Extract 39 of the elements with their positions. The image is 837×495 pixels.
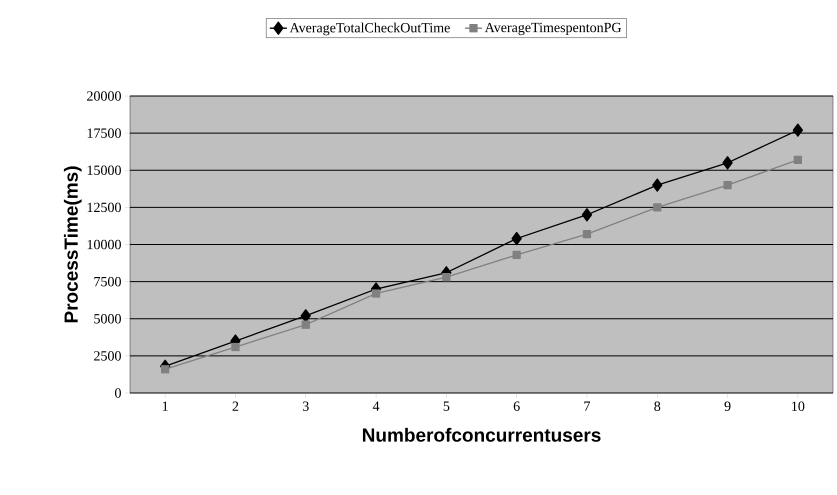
y-tick-label: 20000 — [87, 91, 121, 101]
y-tick-label: 0 — [115, 388, 121, 398]
x-tick-label: 6 — [514, 402, 520, 411]
point — [794, 156, 802, 164]
point — [792, 124, 804, 137]
y-axis-title: ProcessTime(ms) — [64, 166, 82, 322]
point — [582, 230, 592, 238]
point — [231, 342, 240, 352]
point — [652, 178, 662, 192]
point — [723, 180, 732, 190]
y-tick-label: 7500 — [94, 276, 121, 286]
y-tick-label: 15000 — [88, 166, 121, 175]
x-tick-label: 4 — [372, 402, 380, 411]
point — [512, 250, 521, 260]
y-tick-label: 10000 — [88, 240, 121, 250]
x-tick-label: 8 — [654, 402, 660, 411]
x-axis-title: Numberofconcurrentusers — [362, 428, 601, 442]
x-tick-label: 5 — [444, 402, 450, 411]
y-tick-label: 17500 — [88, 128, 121, 138]
x-tick-label: 3 — [302, 402, 309, 411]
y-tick-label: 12500 — [88, 202, 121, 212]
x-tick-label: 2 — [232, 402, 238, 411]
point — [161, 365, 170, 374]
point — [300, 309, 311, 322]
x-tick-label: 7 — [584, 402, 590, 411]
y-tick-label: 5000 — [94, 314, 121, 324]
point — [302, 320, 310, 329]
x-tick-label: 10 — [792, 402, 804, 411]
y-tick-label: 2500 — [94, 351, 121, 361]
legend-label: AverageTimespentonPG — [484, 22, 622, 36]
point — [512, 232, 522, 246]
x-tick-label: 1 — [162, 402, 168, 411]
point — [442, 273, 451, 282]
legend-label: AverageTotalCheckOutTime — [290, 22, 450, 36]
point — [722, 156, 733, 170]
point — [653, 203, 662, 212]
x-tick-label: 9 — [724, 402, 730, 411]
point — [582, 208, 592, 222]
point — [372, 289, 380, 298]
